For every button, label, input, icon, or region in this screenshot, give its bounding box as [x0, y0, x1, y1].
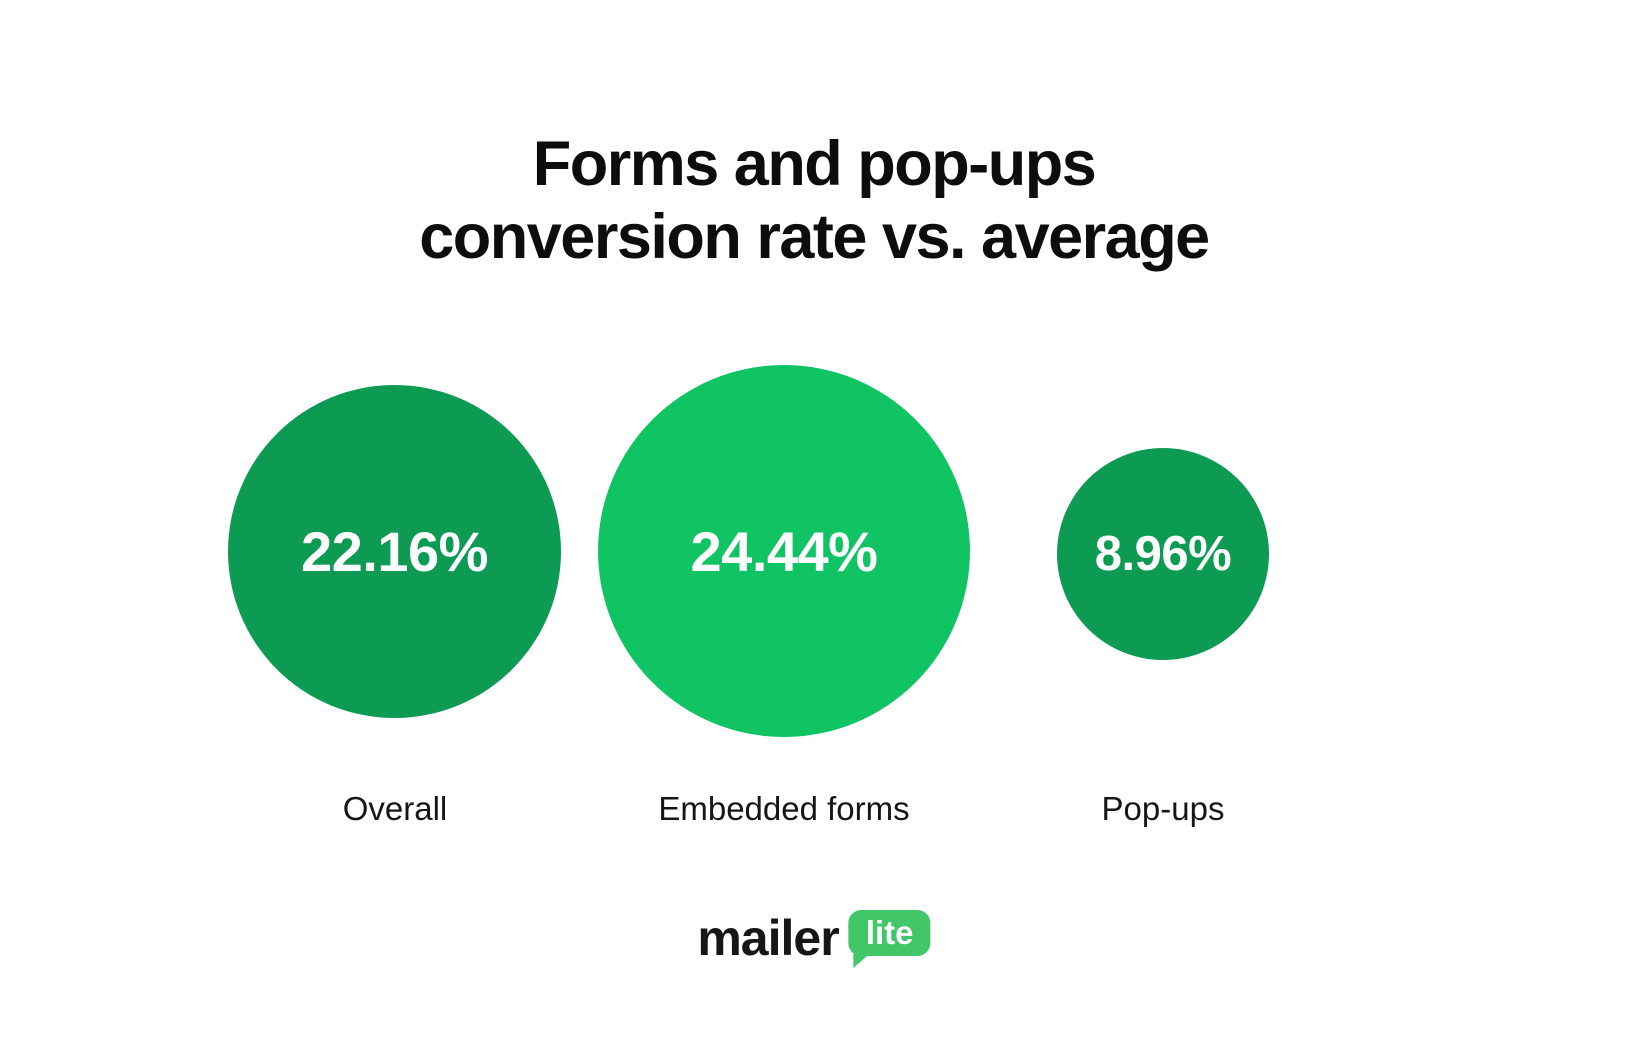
bubble-overall: 22.16%	[228, 385, 561, 718]
bubble-embedded-forms: 24.44%	[598, 365, 970, 737]
mailerlite-wordmark: mailer	[697, 910, 839, 966]
mailerlite-logo: mailer lite	[697, 903, 931, 968]
chart-title-line-2: conversion rate vs. average	[419, 202, 1210, 272]
mailerlite-lite-badge-label: lite	[865, 913, 914, 951]
speech-bubble-tail-icon	[853, 954, 870, 968]
bubble-label-overall: Overall	[342, 790, 448, 827]
bubble-popups: 8.96%	[1057, 448, 1269, 660]
bubble-label-embedded-forms: Embedded forms	[658, 790, 910, 827]
bubble-popups-value: 8.96%	[1094, 527, 1232, 581]
mailerlite-lite-badge: lite	[848, 910, 931, 968]
bubble-label-popups: Pop-ups	[1101, 790, 1225, 827]
bubble-overall-value: 22.16%	[301, 520, 488, 583]
bubble-embedded-forms-value: 24.44%	[690, 519, 878, 583]
chart-title: Forms and pop-ups conversion rate vs. av…	[0, 128, 1628, 274]
chart-title-line-1: Forms and pop-ups	[532, 129, 1097, 199]
